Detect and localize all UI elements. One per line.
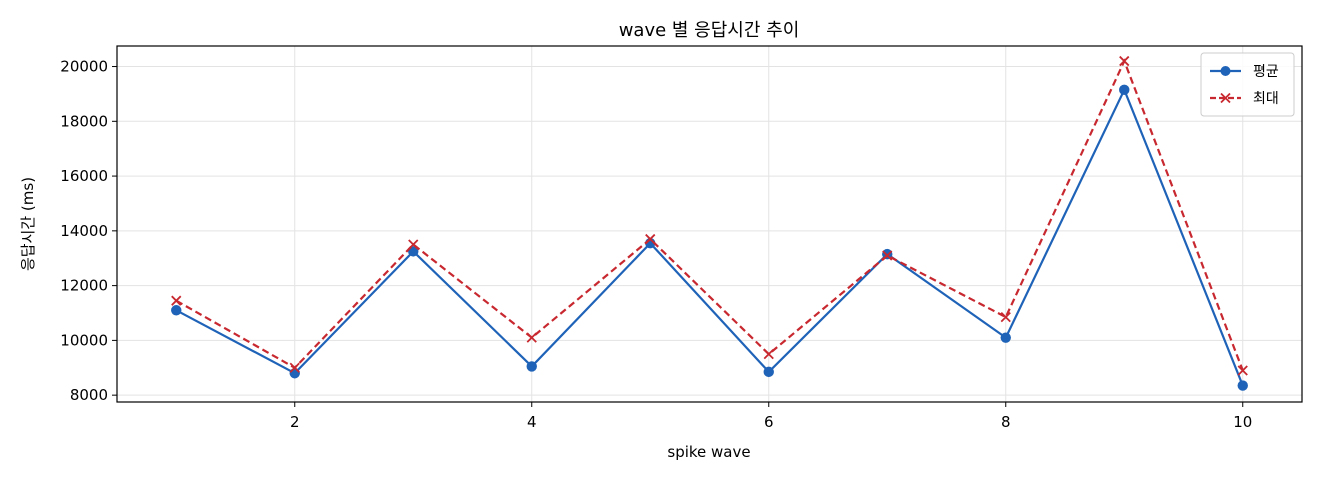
y-tick-label: 18000 [60,112,108,130]
data-point [289,362,300,373]
chart-title: wave 별 응답시간 추이 [619,20,800,41]
y-tick-label: 10000 [60,331,108,349]
legend-label: 최대 [1253,91,1279,107]
series-1 [171,84,1248,391]
series-2 [171,55,1248,376]
y-tick-label: 20000 [60,58,108,76]
data-point [645,233,656,245]
x-axis-label: spike wave [667,443,750,461]
data-point [1237,365,1248,376]
data-point [408,239,419,250]
y-axis-label: 응답시간 (ms) [19,177,37,271]
series-line [175,87,1244,387]
y-tick-label: 14000 [60,222,108,240]
legend-box [1200,52,1295,117]
plot-frame [116,45,1303,403]
data-point [1000,311,1011,323]
x-tick-label: 4 [527,413,537,431]
y-tick-label: 8000 [70,386,108,404]
grid-lines [117,46,1302,402]
data-point [1237,380,1248,391]
data-point [171,305,182,316]
y-tick-label: 12000 [60,277,108,295]
x-tick-label: 6 [764,413,774,431]
legend-item: 최대 [1210,91,1279,107]
data-point [882,250,893,261]
legend-label: 평균 [1253,64,1279,80]
legend-marker [1220,92,1231,104]
legend-item: 평균 [1210,64,1279,80]
x-tick-label: 10 [1233,413,1252,431]
data-point [1119,84,1130,96]
y-tick-label: 16000 [60,167,108,185]
data-point [526,361,537,372]
series-layer [171,55,1248,391]
x-tick-label: 2 [290,413,300,431]
data-point [763,366,774,378]
axis-ticks: 2 4 6 8 10 8000 10000 12000 14000 16000 18000 20000 [60,58,1252,431]
data-point [1000,332,1011,343]
x-tick-label: 8 [1001,413,1011,431]
data-point [289,368,300,379]
data-point [763,348,774,360]
data-point [526,332,537,343]
legend-marker [1220,66,1231,76]
series-line [175,58,1244,371]
data-point [171,295,182,306]
data-point [1119,55,1130,67]
